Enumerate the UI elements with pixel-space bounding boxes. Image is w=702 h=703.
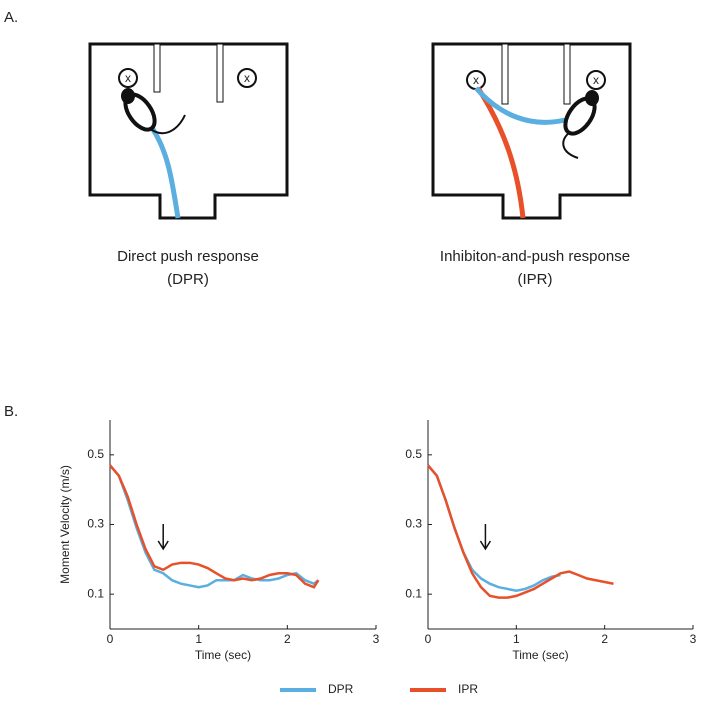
x-tick-label: 2 <box>284 632 291 646</box>
arrow-head <box>479 540 492 551</box>
y-tick-label: 0.1 <box>405 586 422 600</box>
x-tick-label: 0 <box>425 632 432 646</box>
arrow-head <box>157 540 169 551</box>
marker-label: x <box>244 71 250 85</box>
y-tick-label: 0.3 <box>405 517 422 531</box>
y-axis-label: Moment Velocity (m/s) <box>58 465 72 584</box>
y-tick-label: 0.1 <box>87 586 104 600</box>
arena-right <box>431 42 632 220</box>
series-line <box>427 464 614 599</box>
y-tick-label: 0.3 <box>87 517 104 531</box>
legend-label: DPR <box>328 682 354 696</box>
x-tick-label: 2 <box>601 632 608 646</box>
caption: Direct push response <box>117 248 259 265</box>
x-tick-label: 1 <box>195 632 202 646</box>
x-tick-label: 3 <box>690 632 697 646</box>
caption: Inhibiton-and-push response <box>440 248 630 265</box>
y-tick-label: 0.5 <box>87 447 104 461</box>
arena-left <box>88 42 289 220</box>
x-tick-label: 0 <box>107 632 114 646</box>
panel-label: B. <box>4 403 18 420</box>
x-tick-label: 3 <box>373 632 380 646</box>
series-line <box>109 464 320 589</box>
legend-label: IPR <box>458 682 478 696</box>
marker-label: x <box>125 71 131 85</box>
panel-label: A. <box>4 9 18 26</box>
series-line <box>109 464 320 589</box>
y-tick-label: 0.5 <box>405 447 422 461</box>
caption: (DPR) <box>167 271 209 288</box>
x-tick-label: 1 <box>513 632 520 646</box>
x-axis-label: Time (sec) <box>512 648 568 662</box>
caption: (IPR) <box>518 271 553 288</box>
marker-label: x <box>473 73 479 87</box>
marker-label: x <box>593 73 599 87</box>
x-axis-label: Time (sec) <box>195 648 251 662</box>
series-line <box>427 464 561 592</box>
